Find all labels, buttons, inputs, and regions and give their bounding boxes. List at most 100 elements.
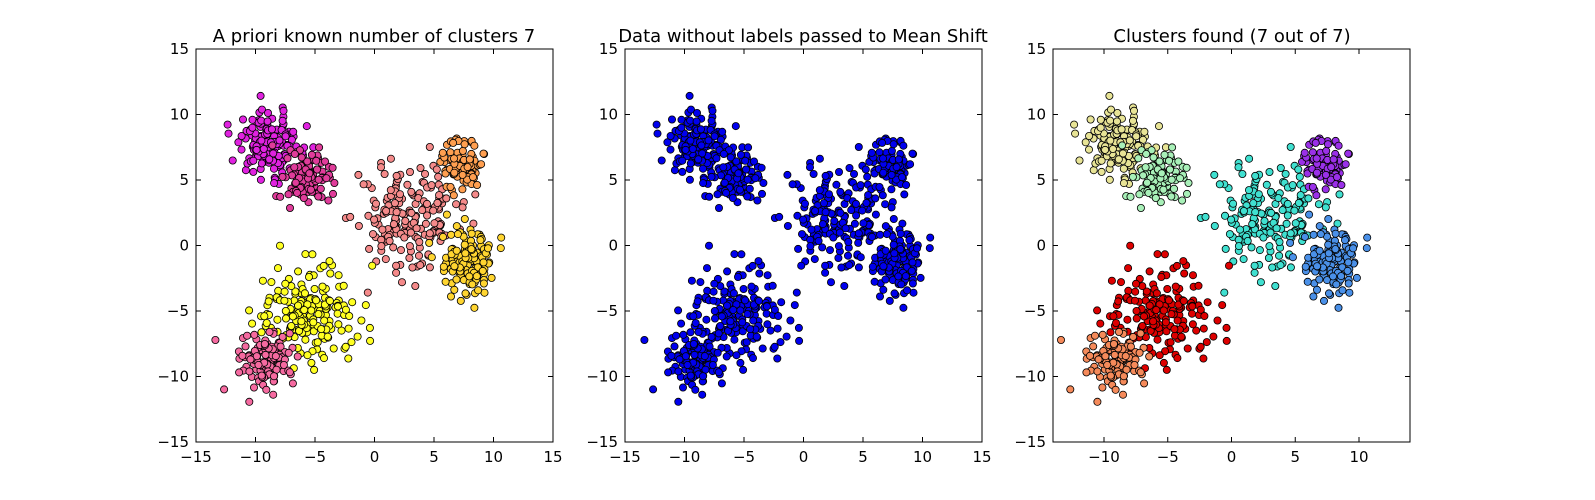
scatter-point xyxy=(899,303,908,312)
scatter-point xyxy=(245,306,254,315)
scatter-point xyxy=(867,148,876,157)
scatter-point xyxy=(1250,268,1259,277)
scatter-point xyxy=(307,150,316,159)
scatter-point xyxy=(278,332,287,341)
scatter-point xyxy=(405,167,414,176)
scatter-point xyxy=(345,311,354,320)
scatter-point xyxy=(377,242,386,251)
scatter-point xyxy=(1179,296,1188,305)
scatter-point xyxy=(1159,358,1168,367)
scatter-point xyxy=(1149,317,1158,326)
scatter-point xyxy=(407,208,416,217)
scatter-point xyxy=(237,145,246,154)
scatter-point xyxy=(876,292,885,301)
scatter-point xyxy=(1272,224,1281,233)
scatter-point xyxy=(281,132,290,141)
scatter-point xyxy=(283,154,292,163)
scatter-point xyxy=(1344,258,1353,267)
scatter-point xyxy=(246,355,255,364)
scatter-point xyxy=(1254,190,1263,199)
scatter-point xyxy=(723,267,732,276)
scatter-point xyxy=(709,287,718,296)
scatter-point xyxy=(845,261,854,270)
scatter-point xyxy=(753,196,762,205)
scatter-point xyxy=(1321,170,1330,179)
scatter-point xyxy=(837,263,846,272)
scatter-point xyxy=(810,255,819,264)
scatter-point xyxy=(284,190,293,199)
scatter-point xyxy=(1345,288,1354,297)
scatter-point xyxy=(1142,287,1151,296)
scatter-point xyxy=(1096,123,1105,132)
scatter-point xyxy=(275,241,284,250)
scatter-point xyxy=(291,178,300,187)
scatter-point xyxy=(881,246,890,255)
scatter-point xyxy=(770,305,779,314)
scatter-point xyxy=(663,138,672,147)
scatter-point xyxy=(836,187,845,196)
scatter-point xyxy=(334,320,343,329)
y-tick-label: −15 xyxy=(157,433,189,451)
scatter-point xyxy=(691,385,700,394)
scatter-point xyxy=(722,352,731,361)
scatter-point xyxy=(1105,175,1114,184)
scatter-point xyxy=(1125,136,1134,145)
scatter-point xyxy=(1312,191,1321,200)
scatter-point xyxy=(815,154,824,163)
scatter-point xyxy=(871,194,880,203)
scatter-point xyxy=(889,214,898,223)
scatter-point xyxy=(1199,354,1208,363)
scatter-point xyxy=(1199,324,1208,333)
scatter-point xyxy=(1131,287,1140,296)
scatter-point xyxy=(473,180,482,189)
x-tick-label: −5 xyxy=(733,448,755,466)
scatter-point xyxy=(746,325,755,334)
scatter-point xyxy=(811,206,820,215)
scatter-point xyxy=(818,220,827,229)
scatter-point xyxy=(1196,342,1205,351)
scatter-point xyxy=(1119,390,1128,399)
scatter-point xyxy=(1335,190,1344,199)
scatter-point xyxy=(892,163,901,172)
scatter-point xyxy=(465,155,474,164)
scatter-point xyxy=(699,164,708,173)
scatter-point xyxy=(1115,327,1124,336)
scatter-point xyxy=(354,221,363,230)
scatter-point xyxy=(1101,352,1110,361)
scatter-point xyxy=(875,182,884,191)
scatter-point xyxy=(461,289,470,298)
scatter-point xyxy=(1324,140,1333,149)
scatter-point xyxy=(1213,316,1222,325)
scatter-point xyxy=(806,163,815,172)
scatter-point xyxy=(879,262,888,271)
scatter-point xyxy=(1126,342,1135,351)
scatter-point xyxy=(768,281,777,290)
scatter-point xyxy=(1106,371,1115,380)
scatter-point xyxy=(285,368,294,377)
scatter-point xyxy=(441,277,450,286)
scatter-point xyxy=(397,278,406,287)
scatter-point xyxy=(1130,106,1139,115)
scatter-point xyxy=(845,163,854,172)
scatter-point xyxy=(887,185,896,194)
scatter-point xyxy=(714,368,723,377)
scatter-point xyxy=(260,312,269,321)
scatter-point xyxy=(293,188,302,197)
scatter-point xyxy=(773,354,782,363)
chart-title: Clusters found (7 out of 7) xyxy=(1113,26,1350,47)
scatter-point xyxy=(487,273,496,282)
scatter-point xyxy=(228,156,237,165)
scatter-point xyxy=(786,316,795,325)
scatter-point xyxy=(1155,157,1164,166)
scatter-point xyxy=(1153,250,1162,259)
scatter-point xyxy=(322,174,331,183)
scatter-point xyxy=(757,163,766,172)
scatter-point xyxy=(1157,169,1166,178)
scatter-point xyxy=(268,141,277,150)
x-tick-label: −10 xyxy=(1088,448,1120,466)
scatter-point xyxy=(657,156,666,165)
scatter-point xyxy=(730,250,739,259)
scatter-point xyxy=(1313,262,1322,271)
scatter-point xyxy=(318,282,327,291)
scatter-point xyxy=(1245,186,1254,195)
